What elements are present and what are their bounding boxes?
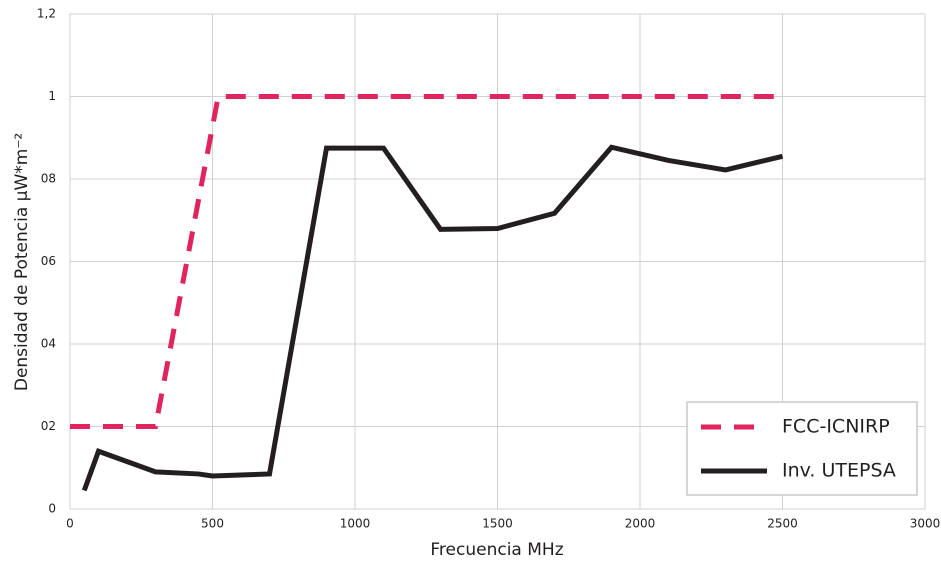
- x-tick-label: 500: [201, 517, 224, 531]
- y-tick-label: 0: [48, 502, 56, 516]
- data-line: [70, 94, 783, 429]
- x-tick-label: 3000: [910, 517, 941, 531]
- legend-box: [686, 401, 918, 496]
- legend-label: FCC-ICNIRP: [782, 416, 890, 438]
- x-tick-label: 1000: [340, 517, 371, 531]
- y-tick-label: 06: [41, 254, 56, 268]
- y-tick-label: 04: [41, 337, 56, 351]
- x-tick-label: 2000: [625, 517, 656, 531]
- y-tick-label: 02: [41, 419, 56, 433]
- x-tick-label: 0: [66, 517, 74, 531]
- data-line: [81, 144, 784, 492]
- y-tick-label: 1,2: [37, 7, 56, 21]
- y-tick-label: 1: [48, 89, 56, 103]
- x-tick-label: 2500: [767, 517, 798, 531]
- x-axis-title: Frecuencia MHz: [430, 540, 563, 560]
- x-tick-label: 1500: [482, 517, 513, 531]
- y-tick-label: 08: [41, 172, 56, 186]
- y-axis-title: Densidad de Potencia µW*m⁻²: [12, 133, 32, 391]
- legend-label: Inv. UTEPSA: [782, 460, 896, 482]
